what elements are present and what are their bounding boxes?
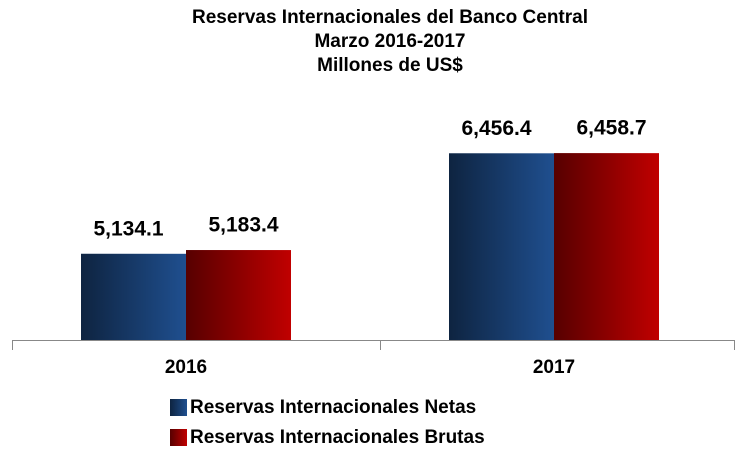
legend-swatch-shade (170, 399, 187, 416)
chart-subtitle: Marzo 2016-2017 (314, 31, 465, 52)
data-label: 5,183.4 (208, 214, 278, 237)
bar (554, 153, 659, 340)
x-tick-label: 2017 (533, 357, 575, 378)
data-label: 5,134.1 (93, 217, 163, 240)
legend-swatch-shade (170, 429, 187, 446)
bar (186, 250, 291, 340)
x-axis (12, 340, 735, 350)
x-tick-label: 2016 (165, 357, 207, 378)
chart-title: Reservas Internacionales del Banco Centr… (192, 7, 588, 28)
legend-label: Reservas Internacionales Brutas (190, 427, 485, 448)
legend-label: Reservas Internacionales Netas (190, 397, 476, 418)
chart-subtitle: Millones de US$ (317, 55, 463, 76)
data-label: 6,456.4 (461, 117, 531, 140)
bar (81, 253, 186, 340)
bar (449, 153, 554, 340)
data-label: 6,458.7 (576, 117, 646, 140)
